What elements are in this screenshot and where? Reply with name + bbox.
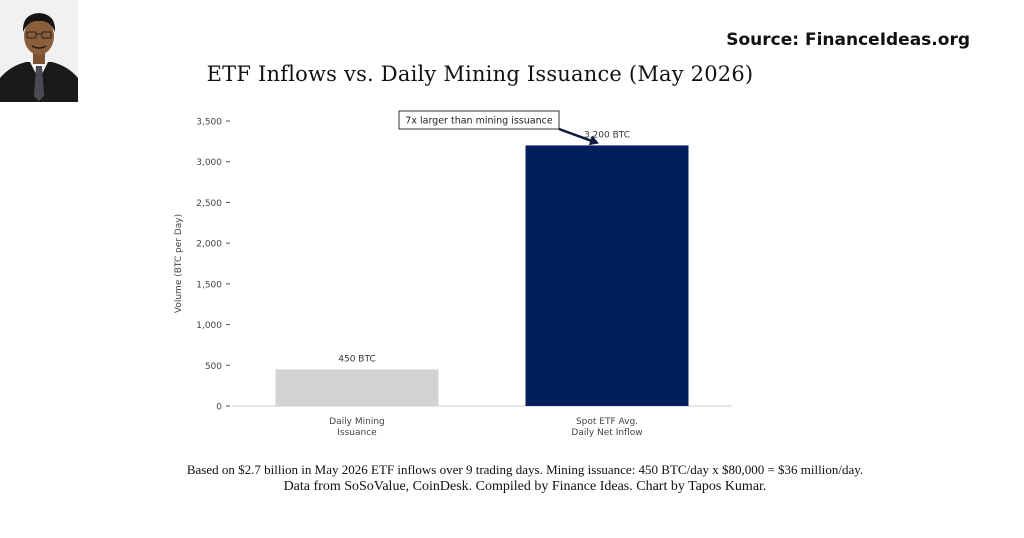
annotation-arrow-head: [588, 135, 599, 146]
author-photo: [0, 0, 78, 102]
y-tick-label: 0: [216, 403, 222, 413]
x-category-label: Spot ETF Avg. Daily Net Inflow: [571, 417, 642, 438]
y-tick-label: 3,000: [196, 158, 222, 168]
source-label: Source: FinanceIdeas.org: [726, 30, 970, 50]
footnote-line-2: Data from SoSoValue, CoinDesk. Compiled …: [283, 479, 767, 494]
x-category-label: Daily Mining Issuance: [329, 417, 385, 438]
bar-data-label: 3,200 BTC: [584, 130, 630, 140]
y-tick-label: 1,000: [196, 321, 222, 331]
annotation-arrow: [558, 127, 594, 143]
footnote-line-1: Based on $2.7 billion in May 2026 ETF in…: [186, 462, 864, 477]
y-tick-label: 2,000: [196, 240, 222, 250]
y-tick-label: 500: [205, 362, 222, 372]
y-tick-label: 3,500: [196, 118, 222, 128]
annotation-box: [398, 110, 560, 130]
y-tick-label: 2,500: [196, 199, 222, 209]
annotation-text: 7x larger than mining issuance: [405, 116, 553, 127]
bar: [275, 369, 439, 406]
bar: [525, 145, 689, 406]
bar-data-label: 450 BTC: [338, 354, 375, 364]
chart-title: ETF Inflows vs. Daily Mining Issuance (M…: [206, 62, 754, 86]
y-axis-label: Volume (BTC per Day): [174, 214, 184, 313]
y-tick-label: 1,500: [196, 280, 222, 290]
